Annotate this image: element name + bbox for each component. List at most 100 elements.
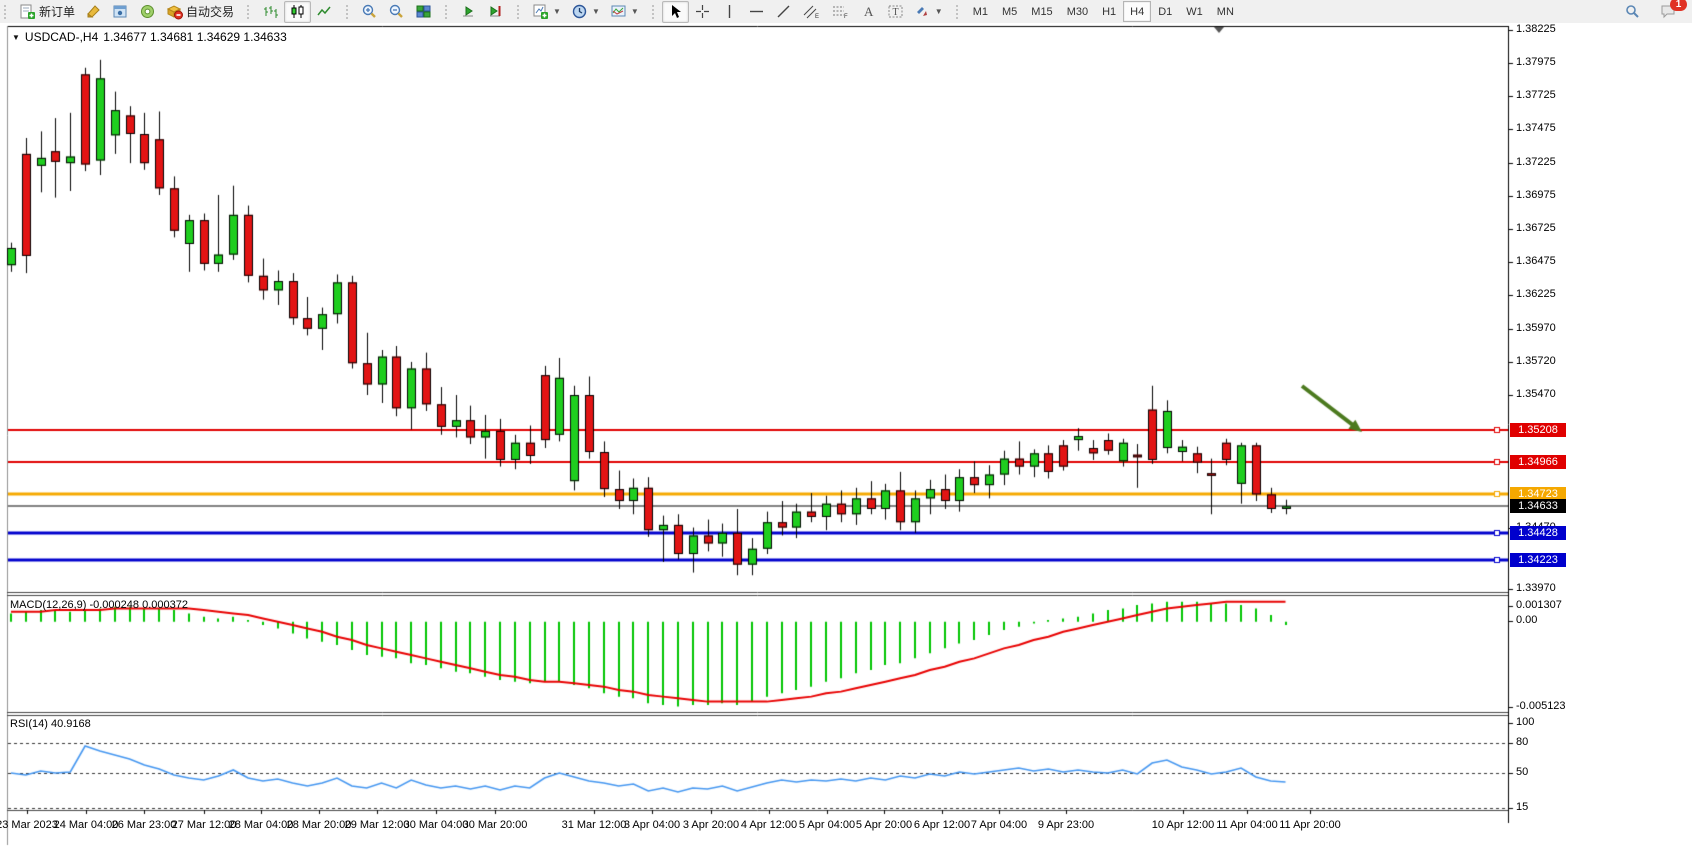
auto-trading-button[interactable]: 自动交易: [161, 1, 239, 23]
styles-button[interactable]: [80, 1, 107, 23]
hline-price-tag[interactable]: 1.34428: [1510, 526, 1566, 540]
time-axis-label: 3 Apr 04:00: [623, 819, 681, 831]
time-axis-label: 26 Mar 23:00: [111, 819, 177, 831]
time-axis-label: 30 Mar 20:00: [462, 819, 528, 831]
time-axis-label: 5 Apr 20:00: [855, 819, 913, 831]
time-axis-label: 28 Mar 20:00: [286, 819, 352, 831]
timeframe-button-m30[interactable]: M30: [1066, 5, 1089, 18]
svg-text:F: F: [844, 14, 848, 20]
price-tick-label: 1.35470: [1516, 388, 1556, 400]
auto-scroll-button[interactable]: [455, 1, 482, 23]
new-order-button[interactable]: 新订单: [14, 1, 80, 23]
time-axis-label: 4 Apr 12:00: [740, 819, 798, 831]
notifications-button[interactable]: 1: [1654, 0, 1687, 23]
indicators-icon: [532, 3, 549, 20]
indicators-button[interactable]: ▼: [527, 1, 566, 23]
symbol-dropdown-icon[interactable]: ▼: [12, 32, 20, 42]
rsi-tick-label: 15: [1516, 801, 1529, 813]
indicators-caret-icon: ▼: [553, 7, 561, 16]
periods-button[interactable]: ▼: [566, 1, 605, 23]
chart-ohlc-values: 1.34677 1.34681 1.34629 1.34633: [103, 30, 287, 44]
hline-price-tag[interactable]: 1.34223: [1510, 553, 1566, 567]
toolbar-group-scroll: [441, 0, 513, 23]
search-icon: [1624, 3, 1641, 20]
timeframe-button-m1[interactable]: M1: [972, 5, 988, 18]
candlestick-chart-icon: [289, 3, 306, 20]
chart-canvas[interactable]: [0, 23, 1692, 848]
tile-windows-button[interactable]: [410, 1, 437, 23]
price-tick-label: 1.37475: [1516, 122, 1556, 134]
toolbar-right: 1: [1619, 0, 1692, 23]
templates-caret-icon: ▼: [630, 7, 639, 16]
vertical-line-button[interactable]: [716, 1, 743, 23]
templates-button[interactable]: ▼: [605, 1, 644, 23]
sound-icon: [139, 3, 156, 20]
trendline-icon: [775, 3, 792, 20]
new-order-icon: [19, 3, 36, 20]
zoom-out-button[interactable]: [383, 1, 410, 23]
hline-price-tag[interactable]: 1.35208: [1510, 423, 1566, 437]
crayon-icon: [85, 3, 102, 20]
toolbar-group-charttype: [243, 0, 342, 23]
time-axis-label: 23 Mar 2023: [0, 819, 58, 831]
macd-tick-label: -0.005123: [1516, 700, 1566, 712]
chart-shift-button[interactable]: [482, 1, 509, 23]
rsi-indicator-title: RSI(14) 40.9168: [10, 718, 91, 730]
crosshair-icon: [694, 3, 711, 20]
price-tick-label: 1.36975: [1516, 189, 1556, 201]
auto-trading-label: 自动交易: [186, 5, 235, 19]
zoom-in-icon: [361, 3, 378, 20]
profile-button[interactable]: [107, 1, 134, 23]
macd-indicator-title: MACD(12,26,9) -0.000248 0.000372: [10, 599, 188, 611]
channel-button[interactable]: E: [797, 1, 826, 23]
trendline-button[interactable]: [770, 1, 797, 23]
time-axis-label: 3 Apr 20:00: [682, 819, 740, 831]
periods-caret-icon: ▼: [591, 7, 600, 16]
sound-button[interactable]: [134, 1, 161, 23]
crosshair-button[interactable]: [689, 1, 716, 23]
line-chart-button[interactable]: [311, 1, 338, 23]
timeframe-button-d1[interactable]: D1: [1158, 5, 1173, 18]
toolbar: 新订单 自动交易: [0, 0, 1692, 24]
text-label-button[interactable]: T: [882, 1, 909, 23]
time-axis-label: 24 Mar 04:00: [53, 819, 119, 831]
timeframe-button-h4[interactable]: H4: [1123, 1, 1152, 22]
time-axis-label: 29 Mar 12:00: [344, 819, 410, 831]
price-tick-label: 1.33970: [1516, 582, 1556, 594]
time-axis-label: 30 Mar 04:00: [403, 819, 469, 831]
fibonacci-button[interactable]: F: [826, 1, 855, 23]
rsi-tick-label: 80: [1516, 736, 1529, 748]
auto-scroll-icon: [460, 3, 477, 20]
timeframe-button-m5[interactable]: M5: [1002, 5, 1018, 18]
timeframe-button-h1[interactable]: H1: [1102, 5, 1117, 18]
chart-window: ▼ USDCAD-,H4 1.34677 1.34681 1.34629 1.3…: [0, 23, 1692, 848]
search-button[interactable]: [1619, 1, 1646, 23]
hline-price-tag[interactable]: 1.34723: [1510, 487, 1566, 501]
toolbar-group-drawing: E F A T ▼: [648, 0, 952, 23]
macd-tick-label: 0.001307: [1516, 599, 1562, 611]
cursor-button[interactable]: [661, 0, 689, 23]
time-axis-label: 11 Apr 04:00: [1216, 819, 1278, 831]
horizontal-line-button[interactable]: [743, 1, 770, 23]
bar-chart-button[interactable]: [257, 1, 284, 23]
notification-badge: 1: [1670, 0, 1687, 11]
equidistant-channel-icon: E: [802, 3, 821, 20]
new-order-label: 新订单: [39, 5, 76, 19]
price-tick-label: 1.35720: [1516, 355, 1556, 367]
fibonacci-icon: F: [831, 3, 850, 20]
auto-trading-icon: [166, 3, 184, 20]
time-axis-label: 6 Apr 12:00: [913, 819, 971, 831]
arrows-button[interactable]: ▼: [909, 1, 948, 23]
timeframe-button-m15[interactable]: M15: [1031, 5, 1053, 18]
timeframe-button-w1[interactable]: W1: [1186, 5, 1203, 18]
timeframe-button-mn[interactable]: MN: [1216, 5, 1234, 18]
hline-price-tag[interactable]: 1.34966: [1510, 455, 1566, 469]
toolbar-group-zoom: [342, 0, 441, 23]
chart-title: ▼ USDCAD-,H4 1.34677 1.34681 1.34629 1.3…: [12, 30, 287, 44]
zoom-in-button[interactable]: [356, 1, 383, 23]
price-tick-label: 1.38225: [1516, 23, 1556, 35]
candlestick-chart-button[interactable]: [284, 0, 312, 23]
price-tick-label: 1.36475: [1516, 255, 1556, 267]
text-button[interactable]: A: [855, 1, 882, 23]
